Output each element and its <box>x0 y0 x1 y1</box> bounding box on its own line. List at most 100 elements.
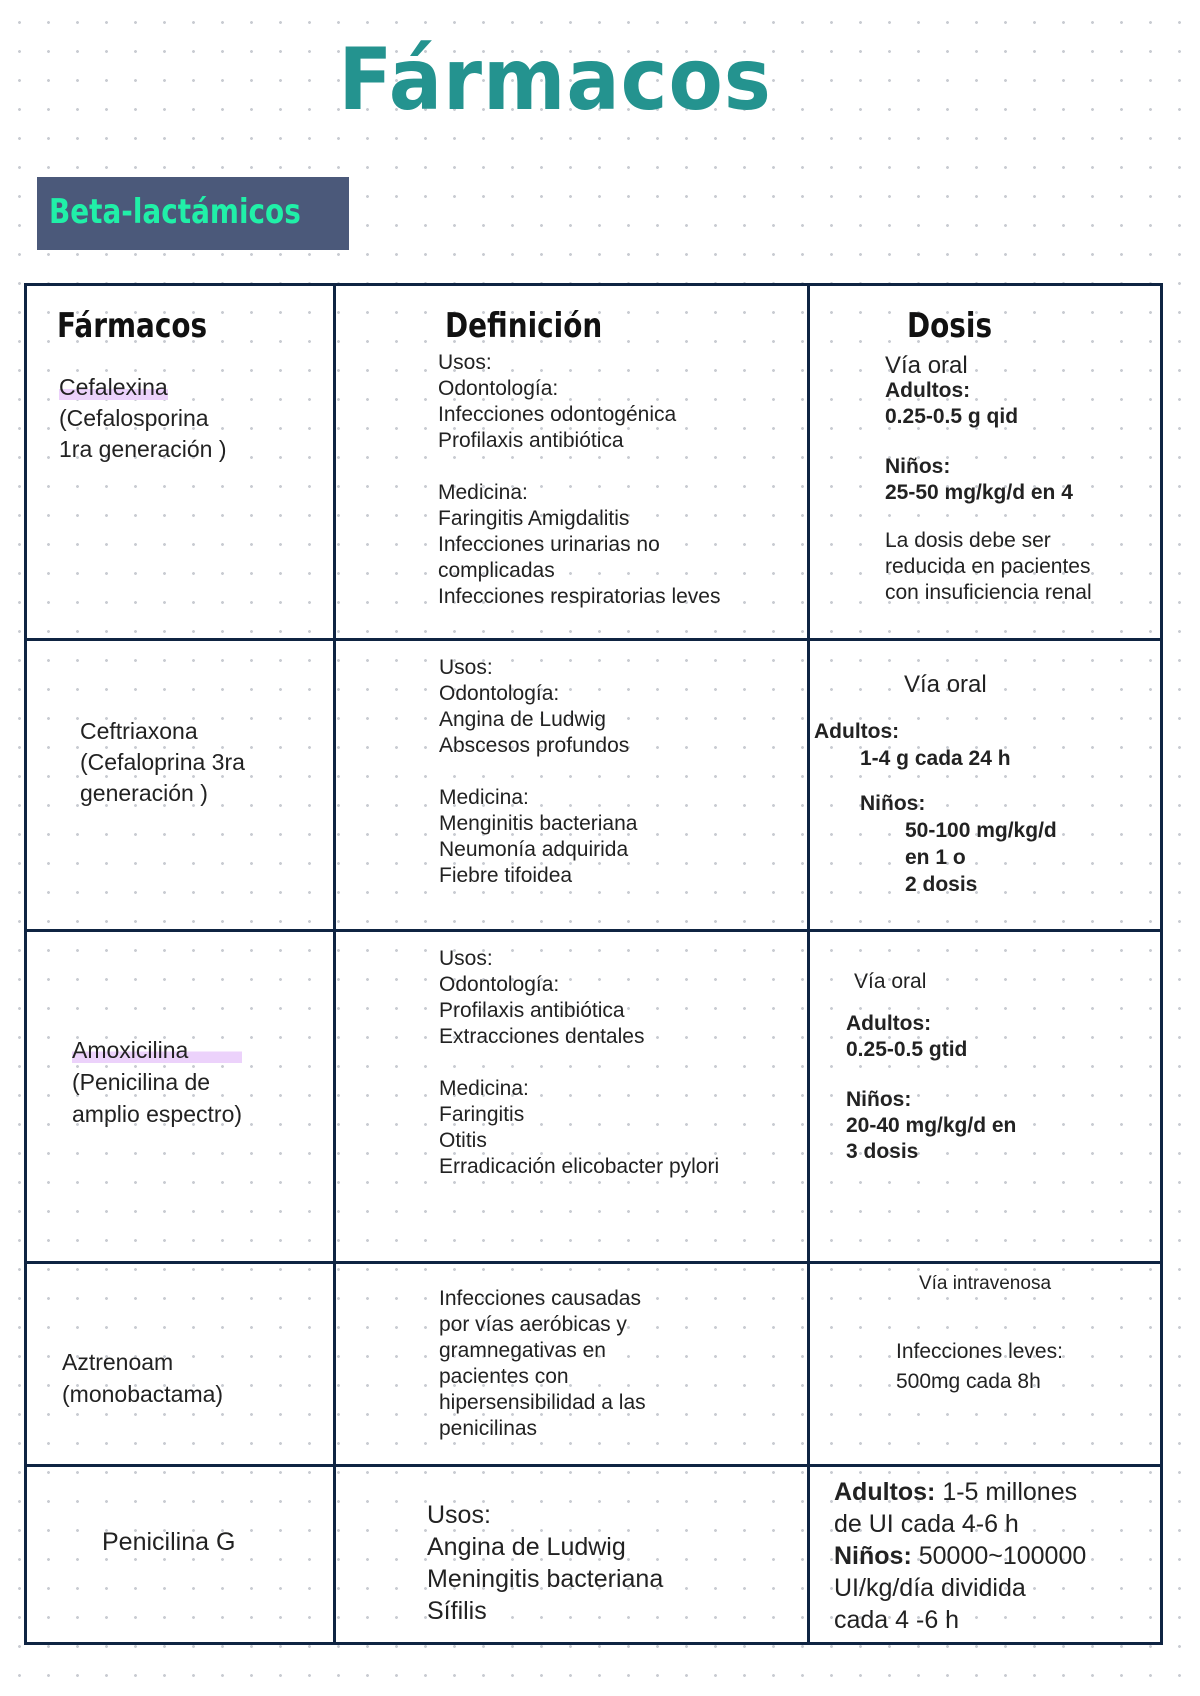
drug-class: generación ) <box>80 780 208 806</box>
def-line: penicilinas <box>439 1417 538 1440</box>
drug-class: (Cefalosporina <box>59 405 209 431</box>
def-line: Meningitis bacteriana <box>427 1565 664 1593</box>
drug-name: Penicilina G <box>102 1528 236 1556</box>
def-line: Medicina: <box>439 1077 529 1100</box>
header-farmacos: Fármacos <box>57 306 208 346</box>
def-line: Infecciones odontogénica <box>438 403 677 426</box>
definition-cell: Usos: Angina de Ludwig Meningitis bacter… <box>427 1499 663 1627</box>
definition-cell: Usos: Odontología: Profilaxis antibiótic… <box>439 946 719 1180</box>
def-line: Angina de Ludwig <box>439 708 606 731</box>
dose-note: con insuficiencia renal <box>885 581 1092 604</box>
dose-line: Infecciones leves: <box>896 1340 1063 1363</box>
def-line: Profilaxis antibiótica <box>439 999 625 1022</box>
row-divider <box>27 929 1160 932</box>
def-line: complicadas <box>438 559 555 582</box>
def-line: Usos: <box>439 947 493 970</box>
dose-label: Adultos: <box>834 1478 936 1506</box>
dose-note: reducida en pacientes <box>885 555 1091 578</box>
def-line: hipersensibilidad a las <box>439 1391 646 1414</box>
def-line: por vías aeróbicas y <box>439 1313 627 1336</box>
def-line: Odontología: <box>439 682 560 705</box>
definition-cell: Infecciones causadas por vías aeróbicas … <box>439 1286 646 1442</box>
def-line: Medicina: <box>439 786 529 809</box>
drug-cell: Penicilina G <box>102 1526 235 1558</box>
def-line: Odontología: <box>439 973 560 996</box>
drug-class: (monobactama) <box>62 1381 224 1407</box>
def-line: Infecciones causadas <box>439 1287 641 1310</box>
drug-class: (Penicilina de <box>72 1069 211 1095</box>
dose-note: La dosis debe ser <box>885 529 1051 552</box>
dose-line: Niños: <box>885 455 951 478</box>
drug-class: 1ra generación ) <box>59 436 227 462</box>
drug-name: Aztrenoam <box>62 1349 174 1375</box>
def-line: gramnegativas en <box>439 1339 606 1362</box>
row-divider <box>27 1261 1160 1264</box>
dose-label: Niños: <box>834 1542 912 1570</box>
def-line: Extracciones dentales <box>439 1025 645 1048</box>
def-line: Infecciones urinarias no <box>438 533 660 556</box>
dose-line: 0.25-0.5 gtid <box>846 1038 968 1061</box>
def-line: Angina de Ludwig <box>427 1533 626 1561</box>
dose-line: 1-4 g cada 24 h <box>860 747 1011 770</box>
def-line: Odontología: <box>438 377 559 400</box>
def-line: pacientes con <box>439 1365 569 1388</box>
route: Vía intravenosa <box>918 1273 1052 1294</box>
drug-class: (Cefaloprina 3ra <box>80 749 245 775</box>
dose-cell: Adultos: 1-5 millones de UI cada 4-6 h N… <box>834 1476 1086 1636</box>
dose-line: 0.25-0.5 g qid <box>885 405 1019 428</box>
def-line: Otitis <box>439 1129 487 1152</box>
dose-cell: Vía oral Adultos: 0.25-0.5 g qid Niños: … <box>885 354 1092 606</box>
drug-cell: Aztrenoam (monobactama) <box>62 1346 223 1410</box>
dose-cell: Vía oral Adultos: 1-4 g cada 24 h Niños:… <box>814 671 1154 898</box>
dose-line: UI/kg/día dividida <box>834 1574 1026 1602</box>
def-line: Faringitis Amigdalitis <box>438 507 630 530</box>
def-line: Sífilis <box>427 1597 487 1625</box>
def-line: Usos: <box>438 351 492 374</box>
drug-table: Fármacos Definición Dosis Cefalexina (Ce… <box>24 283 1163 1645</box>
dose-line: Adultos: <box>814 720 900 743</box>
dose-line: 50-100 mg/kg/d <box>905 819 1057 842</box>
dose-line: Adultos: <box>846 1012 932 1035</box>
dose-line: 50000~100000 <box>911 1542 1087 1570</box>
row-divider <box>27 1464 1160 1467</box>
section-label: Beta-lactámicos <box>37 177 349 250</box>
def-line: Infecciones respiratorias leves <box>438 585 721 608</box>
def-line: Medicina: <box>438 481 528 504</box>
col-divider <box>807 286 810 1642</box>
drug-name: Cefalexina <box>59 372 168 403</box>
dose-line: 500mg cada 8h <box>896 1370 1041 1393</box>
dose-line: Niños: <box>860 792 926 815</box>
route: Vía oral <box>854 970 927 993</box>
header-definicion: Definición <box>445 306 603 346</box>
def-line: Usos: <box>427 1501 491 1529</box>
dose-line: 3 dosis <box>846 1140 919 1163</box>
row-divider <box>27 638 1160 641</box>
dose-line: Niños: <box>846 1088 912 1111</box>
dose-line: 1-5 millones <box>935 1478 1078 1506</box>
def-line: Faringitis <box>439 1103 525 1126</box>
dose-line: en 1 o <box>905 846 966 869</box>
def-line: Erradicación elicobacter pylori <box>439 1155 720 1178</box>
drug-name: Ceftriaxona <box>80 718 198 744</box>
def-line: Abscesos profundos <box>439 734 630 757</box>
section-title: Beta-lactámicos <box>49 192 301 232</box>
def-line: Fiebre tifoidea <box>439 864 573 887</box>
dose-line: 25-50 mg/kg/d en 4 <box>885 481 1073 504</box>
def-line: Neumonía adquirida <box>439 838 629 861</box>
header-dosis: Dosis <box>907 306 993 346</box>
dose-line: Adultos: <box>885 379 971 402</box>
route: Vía oral <box>904 671 987 698</box>
dose-line: cada 4 -6 h <box>834 1606 960 1634</box>
def-line: Profilaxis antibiótica <box>438 429 624 452</box>
drug-class: amplio espectro) <box>72 1101 243 1127</box>
dose-cell: Vía intravenosa Infecciones leves: 500mg… <box>807 1271 1163 1397</box>
drug-cell: Ceftriaxona (Cefaloprina 3ra generación … <box>80 716 245 809</box>
page-title: Fármacos <box>338 30 772 130</box>
def-line: Usos: <box>439 656 493 679</box>
definition-cell: Usos: Odontología: Infecciones odontogén… <box>438 350 720 610</box>
definition-cell: Usos: Odontología: Angina de Ludwig Absc… <box>439 655 637 889</box>
col-divider <box>333 286 336 1642</box>
drug-cell: Cefalexina (Cefalosporina 1ra generación… <box>59 372 227 465</box>
dose-line: 2 dosis <box>905 873 978 896</box>
dose-cell: Vía oral Adultos: 0.25-0.5 gtid Niños: 2… <box>846 969 1016 1165</box>
